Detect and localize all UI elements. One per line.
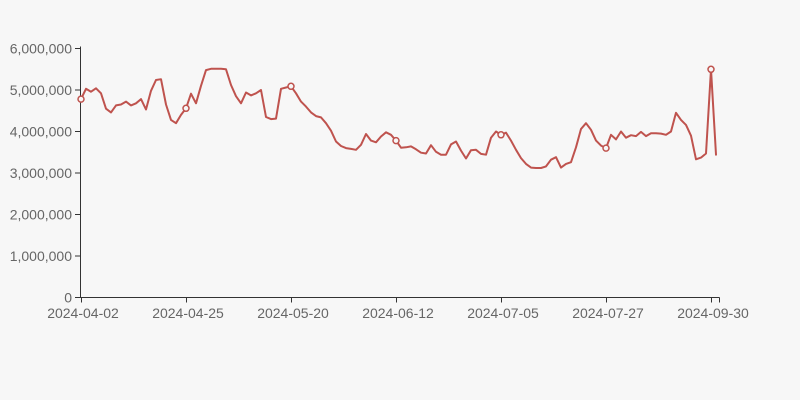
data-point-marker	[392, 136, 400, 145]
x-tick-label: 2024-07-05	[467, 305, 539, 321]
x-tick-label: 2024-04-02	[47, 305, 119, 321]
y-tick-label: 2,000,000	[10, 207, 72, 223]
data-point-marker	[182, 104, 190, 113]
y-tick-label: 4,000,000	[10, 124, 72, 140]
x-tick-label: 2024-07-27	[572, 305, 644, 321]
data-point-marker	[707, 65, 715, 74]
y-tick-label: 3,000,000	[10, 165, 72, 181]
series-line	[80, 67, 717, 169]
data-point-marker	[77, 95, 85, 103]
y-tick-label: 5,000,000	[10, 82, 72, 98]
data-point-marker	[602, 144, 610, 152]
data-point-marker	[287, 82, 295, 91]
data-point-marker	[497, 131, 505, 139]
x-tick-label: 2024-05-20	[257, 305, 329, 321]
y-tick-label: 0	[64, 290, 72, 306]
x-tick-label: 2024-06-12	[362, 305, 434, 321]
x-tick-label: 2024-09-30	[677, 305, 749, 321]
y-tick-label: 6,000,000	[10, 41, 72, 57]
y-tick-label: 1,000,000	[10, 248, 72, 264]
x-tick-label: 2024-04-25	[152, 305, 224, 321]
